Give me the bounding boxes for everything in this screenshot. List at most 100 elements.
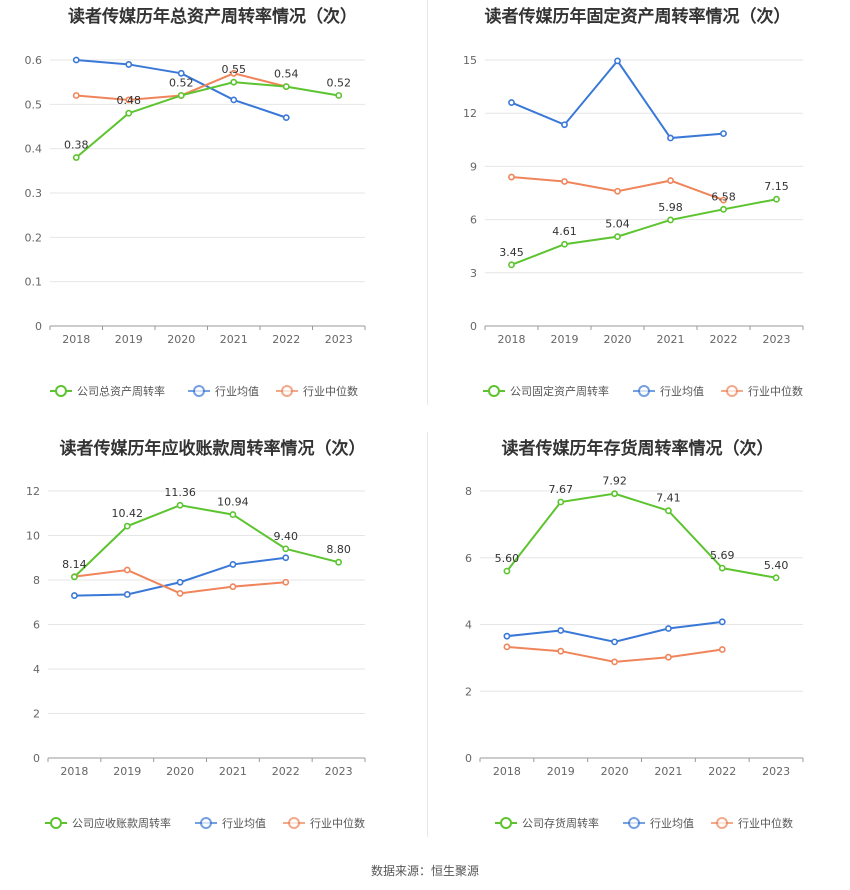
legend-marker-median xyxy=(288,817,300,829)
data-label: 7.41 xyxy=(656,492,681,505)
data-point-company xyxy=(72,154,80,161)
data-label: 9.40 xyxy=(274,530,299,543)
x-tick-label: 2018 xyxy=(498,333,526,346)
chart-panel-receivables: 读者传媒历年应收账款周转率情况（次） 0 2 4 6 8 10 12 2018 2019 2020… xyxy=(0,432,425,864)
data-point-company xyxy=(71,573,78,581)
x-tick-label: 2021 xyxy=(657,333,685,346)
data-label: 5.69 xyxy=(710,549,735,562)
x-tick-label: 2020 xyxy=(167,333,195,346)
data-point-avg xyxy=(123,591,131,598)
data-point-company xyxy=(125,109,133,117)
legend-marker-avg xyxy=(193,385,205,397)
data-label: 3.45 xyxy=(499,246,524,259)
divider xyxy=(427,0,428,405)
series-line-avg xyxy=(74,556,286,597)
data-point-median xyxy=(282,578,290,586)
data-point-avg xyxy=(72,56,80,64)
chart-title: 读者传媒历年应收账款周转率情况（次） xyxy=(59,439,366,459)
data-point-company xyxy=(614,233,621,241)
data-point-median xyxy=(72,92,80,99)
legend-label-avg: 行业均值 xyxy=(650,817,694,830)
x-tick-label: 2018 xyxy=(60,765,88,778)
data-label: 0.52 xyxy=(169,76,194,89)
data-point-avg xyxy=(665,625,672,632)
data-point-company xyxy=(720,205,727,213)
y-tick-label: 4 xyxy=(33,663,40,676)
data-point-company xyxy=(557,498,565,506)
chart-title: 读者传媒历年固定资产周转率情况（次） xyxy=(484,7,791,27)
chart-title: 读者传媒历年存货周转率情况（次） xyxy=(501,439,774,459)
data-point-company xyxy=(335,558,342,566)
legend-marker-median xyxy=(726,385,738,397)
x-tick-label: 2018 xyxy=(493,765,521,778)
legend-label-median: 行业中位数 xyxy=(310,816,365,830)
y-tick-label: 0 xyxy=(35,320,42,333)
x-tick-label: 2020 xyxy=(166,765,194,778)
y-tick-label: 15 xyxy=(463,54,477,67)
data-label: 7.15 xyxy=(764,180,789,193)
series-line-company xyxy=(75,81,339,159)
legend-label-median: 行业中位数 xyxy=(738,816,793,830)
y-tick-label: 6 xyxy=(33,619,40,632)
legend-marker-median xyxy=(716,817,728,829)
chart-panel-fixed-asset: 读者传媒历年固定资产周转率情况（次） 0 3 6 9 12 15 2018 2019 2020 2… xyxy=(425,0,850,432)
series-line-company xyxy=(511,198,777,266)
data-point-median xyxy=(667,177,674,184)
legend-label-company: 公司固定资产周转率 xyxy=(510,384,609,398)
data-label: 0.55 xyxy=(222,63,247,76)
data-label: 10.42 xyxy=(112,507,144,520)
data-label: 6.58 xyxy=(711,190,736,203)
data-label: 10.94 xyxy=(217,496,249,509)
x-tick-label: 2019 xyxy=(113,765,141,778)
data-point-avg xyxy=(557,627,565,634)
chart-title: 读者传媒历年总资产周转率情况（次） xyxy=(68,7,357,27)
data-point-avg xyxy=(71,592,78,599)
legend-label-company: 公司存货周转率 xyxy=(522,816,599,830)
chart-svg: 0 3 6 9 12 15 2018 2019 2020 2021 2022 2023 3.45 4.61… xyxy=(463,54,804,398)
data-label: 4.61 xyxy=(552,225,577,238)
legend-marker-company xyxy=(50,817,62,829)
y-tick-label: 8 xyxy=(465,485,472,498)
legend-marker-company xyxy=(55,385,67,397)
legend-label-avg: 行业均值 xyxy=(215,385,259,398)
series-line-avg xyxy=(511,59,724,140)
data-point-median xyxy=(611,658,618,666)
y-tick-label: 0.4 xyxy=(25,143,43,156)
data-label: 7.67 xyxy=(549,483,574,496)
x-tick-label: 2018 xyxy=(62,333,90,346)
data-point-company xyxy=(611,490,618,498)
x-tick-label: 2022 xyxy=(708,765,736,778)
data-point-median xyxy=(561,178,568,185)
series-line-company xyxy=(506,492,777,579)
legend-marker-company xyxy=(488,385,500,397)
y-tick-label: 12 xyxy=(463,107,477,120)
y-tick-label: 10 xyxy=(26,530,40,543)
data-label: 8.14 xyxy=(62,558,87,571)
divider xyxy=(427,432,428,837)
y-tick-label: 8 xyxy=(33,574,40,587)
y-tick-label: 2 xyxy=(465,685,472,698)
data-point-company xyxy=(229,511,237,518)
legend-label-avg: 行业均值 xyxy=(222,817,266,830)
data-point-avg xyxy=(508,99,515,106)
legend-marker-avg xyxy=(200,817,212,829)
chart-panel-total-asset: 读者传媒历年总资产周转率情况（次） 0 0.1 0.2 0.3 0.4 0.5 0.6 201… xyxy=(0,0,425,432)
data-label: 5.04 xyxy=(605,218,630,231)
y-tick-label: 0.3 xyxy=(25,187,43,200)
data-point-company xyxy=(561,240,568,248)
x-tick-label: 2023 xyxy=(325,765,353,778)
x-tick-label: 2022 xyxy=(272,333,300,346)
legend-marker-median xyxy=(281,385,293,397)
x-tick-label: 2023 xyxy=(763,333,791,346)
data-point-company xyxy=(230,78,238,86)
legend-label-avg: 行业均值 xyxy=(660,385,704,398)
data-point-company xyxy=(508,261,515,269)
data-point-avg xyxy=(667,134,674,142)
legend-marker-avg xyxy=(628,817,640,829)
data-source: 数据来源：恒生聚源 xyxy=(370,864,479,878)
chart-svg: 0 0.1 0.2 0.3 0.4 0.5 0.6 2018 2019 2020 2021 2022 2… xyxy=(25,54,366,398)
x-tick-label: 2020 xyxy=(604,333,632,346)
data-point-median xyxy=(230,69,238,77)
data-point-median xyxy=(229,583,237,591)
legend-marker-company xyxy=(500,817,512,829)
